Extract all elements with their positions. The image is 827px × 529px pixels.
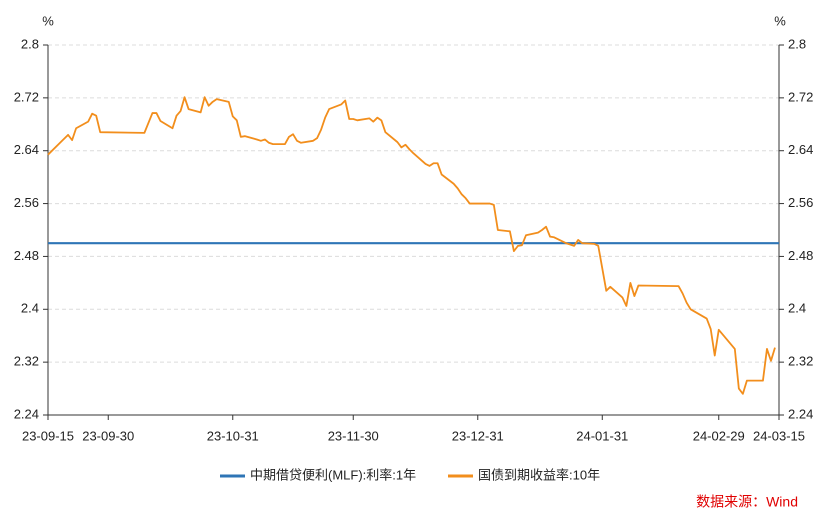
y-tick-label: 2.56: [14, 195, 39, 210]
x-tick-label: 23-09-30: [82, 428, 134, 443]
x-tick-label: 24-02-29: [693, 428, 745, 443]
y-unit: %: [42, 13, 54, 28]
x-tick-label: 23-09-15: [22, 428, 74, 443]
y-tick-label: 2.24: [14, 406, 39, 421]
y2-tick-label: 2.56: [788, 195, 813, 210]
x-tick-label: 24-01-31: [576, 428, 628, 443]
y2-unit: %: [774, 13, 786, 28]
x-tick-label: 23-12-31: [452, 428, 504, 443]
legend-label: 国债到期收益率:10年: [478, 467, 600, 482]
y-tick-label: 2.48: [14, 248, 39, 263]
legend-label: 中期借贷便利(MLF):利率:1年: [250, 467, 416, 482]
x-tick-label: 23-11-30: [328, 428, 379, 443]
x-tick-label: 24-03-15: [753, 428, 805, 443]
y-tick-label: 2.8: [21, 36, 39, 51]
y-tick-label: 2.64: [14, 142, 39, 157]
y2-tick-label: 2.24: [788, 406, 813, 421]
y-tick-label: 2.4: [21, 301, 39, 316]
y-tick-label: 2.72: [14, 89, 39, 104]
y-tick-label: 2.32: [14, 354, 39, 369]
y2-tick-label: 2.72: [788, 89, 813, 104]
y2-tick-label: 2.4: [788, 301, 806, 316]
y2-tick-label: 2.32: [788, 354, 813, 369]
series-line: [47, 96, 776, 395]
x-tick-label: 23-10-31: [207, 428, 259, 443]
y2-tick-label: 2.48: [788, 248, 813, 263]
source-note: 数据来源：Wind: [696, 494, 798, 510]
y2-tick-label: 2.8: [788, 36, 806, 51]
y2-tick-label: 2.64: [788, 142, 813, 157]
